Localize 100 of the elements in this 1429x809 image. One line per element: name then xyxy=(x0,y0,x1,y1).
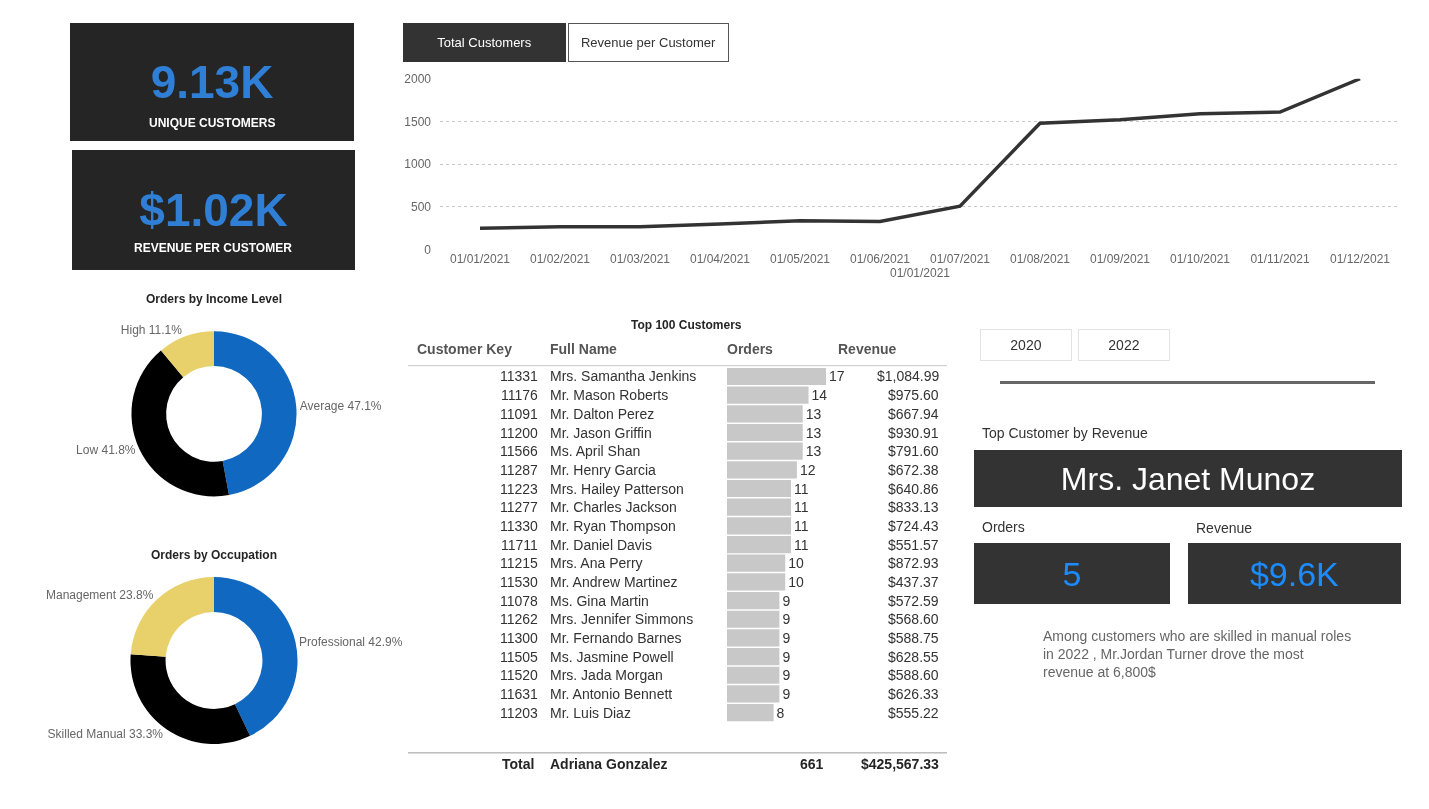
y-tick-label: Mr. Henry Garcia xyxy=(550,462,657,478)
data-label: 13 xyxy=(805,405,822,422)
y-tick-label: 0 xyxy=(424,242,432,257)
y-tick-label: Mr. Fernando Barnes xyxy=(550,630,682,646)
y-tick-label: Mr. Daniel Davis xyxy=(550,537,652,553)
text: Total xyxy=(502,756,535,772)
text: 2020 xyxy=(1010,337,1042,353)
text: Orders xyxy=(982,519,1025,535)
y-tick-label: Mrs. Hailey Patterson xyxy=(550,481,684,497)
text: 11300 xyxy=(500,630,539,646)
x-tick-label: 01/12/2021 xyxy=(1329,251,1391,266)
text: $667.94 xyxy=(888,406,939,422)
text: Adriana Gonzalez xyxy=(550,756,668,772)
text: REVENUE PER CUSTOMER xyxy=(134,241,293,255)
donut-slice xyxy=(214,576,298,736)
chart-title: Top 100 Customers xyxy=(631,318,742,332)
text: 11505 xyxy=(500,649,539,665)
data-label: 12 xyxy=(799,461,816,478)
text: 11287 xyxy=(500,462,539,478)
y-tick-label: Ms. April Shan xyxy=(550,443,641,459)
data-label: 9 xyxy=(782,592,791,609)
y-tick-label: Mr. Andrew Martinez xyxy=(550,574,678,590)
text: $672.38 xyxy=(888,462,939,478)
text: 11262 xyxy=(500,611,539,627)
text: $588.75 xyxy=(888,630,939,646)
text: 661 xyxy=(800,756,824,772)
text: $437.37 xyxy=(888,574,939,590)
text: 11176 xyxy=(501,387,539,403)
text: $425,567.33 xyxy=(861,756,940,772)
text: Mrs. Janet Munoz xyxy=(1060,460,1316,497)
bar xyxy=(727,367,826,386)
y-tick-label: Mrs. Jada Morgan xyxy=(550,667,663,683)
donut-slice xyxy=(130,654,251,744)
donut-slice xyxy=(214,331,297,496)
x-tick-label: 01/11/2021 xyxy=(1250,251,1310,266)
text: Among customers who are skilled in manual roles in 2022 , Mr.Jordan Turner drove the most revenue at 6,800$ xyxy=(1043,628,1352,681)
text: 5 xyxy=(1062,554,1082,593)
text: $1,084.99 xyxy=(877,368,940,384)
text: 11520 xyxy=(500,667,539,683)
text: $833.13 xyxy=(888,499,939,515)
bar xyxy=(727,647,780,666)
y-tick-label: Mrs. Jennifer Simmons xyxy=(550,611,694,627)
text: 11566 xyxy=(500,443,539,459)
text: 11223 xyxy=(500,481,539,497)
y-tick-label: Mr. Antonio Bennett xyxy=(550,686,673,702)
x-tick-label: 01/10/2021 xyxy=(1169,251,1231,266)
y-tick-label: Ms. Jasmine Powell xyxy=(550,649,674,665)
y-tick-label: Mr. Dalton Perez xyxy=(550,406,655,422)
data-label: 10 xyxy=(788,555,805,572)
y-tick-label: Ms. Gina Martin xyxy=(550,593,649,609)
slice-label: Professional 42.9% xyxy=(298,634,403,649)
slice-label: Skilled Manual 33.3% xyxy=(47,727,164,742)
text: 11215 xyxy=(500,555,539,571)
data-label: 9 xyxy=(782,648,791,665)
data-label: 13 xyxy=(805,424,822,441)
x-axis-title: 01/01/2021 xyxy=(889,265,951,280)
bar xyxy=(727,703,774,722)
slice-label: Low 41.8% xyxy=(76,443,136,458)
text: Customer Key xyxy=(417,341,513,357)
text: Revenue xyxy=(838,341,897,357)
chart-title: Orders by Income Level xyxy=(146,292,283,306)
text: $791.60 xyxy=(888,443,939,459)
text: Revenue per Customer xyxy=(580,35,717,50)
text: Revenue xyxy=(1196,520,1253,536)
series-label: Orders xyxy=(727,341,774,357)
bar xyxy=(727,591,780,610)
text: 11530 xyxy=(500,574,539,590)
data-label: 14 xyxy=(811,387,828,404)
y-tick-label: Mr. Ryan Thompson xyxy=(550,518,676,534)
slice-label: High 11.1% xyxy=(120,323,183,338)
y-tick-label: 500 xyxy=(410,200,432,215)
text: $640.86 xyxy=(888,481,939,497)
text: 2022 xyxy=(1108,337,1140,353)
text: 11631 xyxy=(500,686,539,702)
chart-title: Orders by Occupation xyxy=(151,548,278,562)
text: 11091 xyxy=(500,406,539,422)
y-tick-label: Mr. Charles Jackson xyxy=(550,499,677,515)
x-tick-label: 01/01/2021 xyxy=(449,251,511,266)
x-tick-label: 01/06/2021 xyxy=(849,251,911,266)
y-axis-title: Full Name xyxy=(550,341,618,357)
text: $724.43 xyxy=(888,518,939,534)
text: $551.57 xyxy=(888,537,939,553)
bar xyxy=(727,423,803,442)
data-label: 17 xyxy=(829,368,845,385)
bar xyxy=(727,535,792,554)
x-tick-label: 01/08/2021 xyxy=(1009,251,1071,266)
data-label: 10 xyxy=(788,573,805,590)
text: $1.02K xyxy=(139,184,288,236)
data-label: 9 xyxy=(782,629,791,646)
data-label: 11 xyxy=(794,499,809,516)
y-tick-label: Mrs. Ana Perry xyxy=(550,555,643,571)
x-tick-label: 01/04/2021 xyxy=(689,251,751,266)
text: 11277 xyxy=(500,499,539,515)
text: 11330 xyxy=(500,518,539,534)
x-tick-label: 01/02/2021 xyxy=(529,251,591,266)
text: Top Customer by Revenue xyxy=(982,425,1148,441)
text: $572.59 xyxy=(888,593,939,609)
data-label: 11 xyxy=(794,536,809,553)
text: 11200 xyxy=(500,425,539,441)
text: 11078 xyxy=(500,593,539,609)
